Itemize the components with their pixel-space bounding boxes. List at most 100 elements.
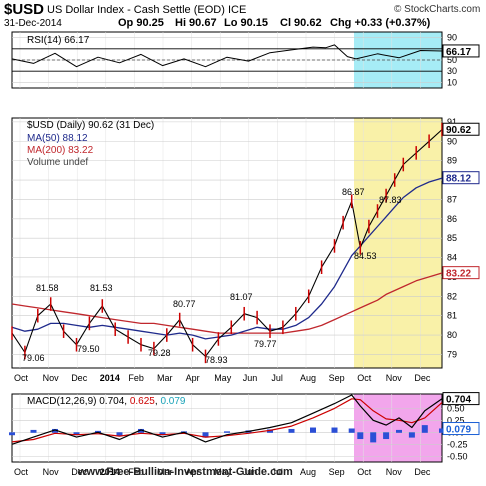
macd-highlight xyxy=(354,394,442,462)
price-xlabel: Sep xyxy=(329,373,345,383)
macd-xlabel: Nov xyxy=(386,467,403,477)
ma200-line xyxy=(11,272,443,334)
macd-xlabel: Jun xyxy=(243,467,258,477)
price-last-value: 90.62 xyxy=(446,125,471,136)
watermark: © StockCharts.com xyxy=(394,4,481,15)
macd-hist-bar xyxy=(331,427,338,433)
macd-hist-bar xyxy=(116,432,123,437)
price-xlabel: Mar xyxy=(157,373,173,383)
macd-hist-bar xyxy=(288,428,295,433)
macd-hist-bar xyxy=(370,432,377,443)
instrument-name: US Dollar Index - Cash Settle (EOD) ICE xyxy=(47,4,247,16)
low-label: Lo 90.15 xyxy=(224,17,269,29)
volume-legend: Volume undef xyxy=(27,157,89,168)
symbol-title: $USD xyxy=(4,1,45,18)
price-annotation: 79.06 xyxy=(22,353,45,363)
rsi-last-value-box xyxy=(442,44,480,58)
macd-legend-value: 0.704 xyxy=(99,396,125,407)
price-xlabel: Jun xyxy=(243,373,258,383)
macd-hist-bar xyxy=(348,428,355,433)
rsi-ytick: 50 xyxy=(447,55,457,65)
rsi-legend: RSI(14) 66.17 xyxy=(27,35,90,46)
price-ytick: 84 xyxy=(447,253,457,263)
price-xlabel: Dec xyxy=(71,373,88,383)
macd-hist-last-value: 0.079 xyxy=(446,425,471,436)
macd-xlabel: Oct xyxy=(14,467,29,477)
rsi-line xyxy=(11,44,443,68)
price-annotation: 87.83 xyxy=(379,195,402,205)
macd-hist-bar xyxy=(30,429,37,433)
rsi-last-value: 66.17 xyxy=(446,47,471,58)
macd-xlabel: Sep xyxy=(329,467,345,477)
macd-legend-name: MACD(12,26,9) xyxy=(27,396,97,407)
macd-line xyxy=(11,394,443,445)
macd-last-value-box xyxy=(442,392,480,406)
macd-xlabel: Jul xyxy=(271,467,283,477)
price-annotation: 81.53 xyxy=(90,283,113,293)
macd-hist-bar xyxy=(439,428,445,433)
ma50-last-value: 88.12 xyxy=(446,174,471,185)
price-ytick: 90 xyxy=(447,136,457,146)
price-annotation: 81.58 xyxy=(36,283,59,293)
price-xlabel: Feb xyxy=(128,373,144,383)
price-annotation: 81.07 xyxy=(230,292,253,302)
macd-hist-bar xyxy=(224,431,230,433)
macd-hist-bar xyxy=(138,428,144,433)
macd-hist-bar xyxy=(9,432,15,436)
macd-last-value: 0.704 xyxy=(446,395,471,406)
macd-ytick: -0.25 xyxy=(447,439,468,449)
macd-xlabel: May xyxy=(214,467,232,477)
macd-hist-bar xyxy=(396,429,402,433)
macd-hist-bar xyxy=(267,429,273,433)
price-xlabel: Oct xyxy=(357,373,372,383)
price-annotation: 84.53 xyxy=(354,251,377,261)
macd-xlabel: Dec xyxy=(71,467,88,477)
price-last-value-box xyxy=(442,122,480,136)
macd-hist-bar xyxy=(421,425,428,433)
price-xlabel: Jul xyxy=(271,373,283,383)
ma200-last-value: 83.22 xyxy=(446,269,471,280)
price-annotation: 80.77 xyxy=(173,299,196,309)
macd-hist-bar xyxy=(383,432,390,440)
macd-legend: MACD(12,26,9) 0.704, 0.625, 0.079 xyxy=(27,396,186,407)
macd-xlabel: Nov xyxy=(43,467,60,477)
macd-hist-bar xyxy=(408,432,415,438)
macd-signal-line xyxy=(11,398,443,443)
macd-hist-last-value-box xyxy=(442,422,480,436)
price-ytick: 82 xyxy=(447,291,457,301)
close-label: Cl 90.62 xyxy=(280,17,322,29)
price-ytick: 80 xyxy=(447,330,457,340)
macd-ytick: 0.25 xyxy=(447,415,465,425)
ma200-last-value-box xyxy=(442,266,480,280)
price-annotation: 79.77 xyxy=(254,339,277,349)
price-ytick: 79 xyxy=(447,349,457,359)
price-ytick: 85 xyxy=(447,233,457,243)
macd-xlabel: Feb xyxy=(128,467,144,477)
macd-hist-bar xyxy=(52,428,58,433)
macd-xlabel: Oct xyxy=(357,467,372,477)
price-highlight xyxy=(354,118,442,368)
price-annotation: 86.87 xyxy=(342,187,365,197)
price-xlabel: Apr xyxy=(186,373,200,383)
change-label: Chg +0.33 (+0.37%) xyxy=(330,17,431,29)
macd-xlabel: 2014 xyxy=(100,467,120,477)
macd-ytick: -0.50 xyxy=(447,451,468,461)
price-ytick: 86 xyxy=(447,214,457,224)
macd-hist-bar xyxy=(357,432,364,440)
macd-ytick: 0.50 xyxy=(447,403,465,413)
macd-hist-bar xyxy=(202,432,209,438)
rsi-ytick: 30 xyxy=(447,66,457,76)
macd-legend-hist: 0.079 xyxy=(160,396,186,407)
macd-legend-signal: 0.625 xyxy=(129,396,155,407)
ma200-legend: MA(200) 83.22 xyxy=(27,145,94,156)
price-ytick: 87 xyxy=(447,194,457,204)
price-annotation: 79.50 xyxy=(77,344,100,354)
price-xlabel: Dec xyxy=(414,373,431,383)
price-ytick: 91 xyxy=(447,117,457,127)
price-xlabel: May xyxy=(214,373,232,383)
date-label: 31-Dec-2014 xyxy=(4,18,62,29)
macd-xlabel: Mar xyxy=(157,467,173,477)
price-xlabel: Aug xyxy=(300,373,316,383)
macd-hist-bar xyxy=(310,427,316,433)
